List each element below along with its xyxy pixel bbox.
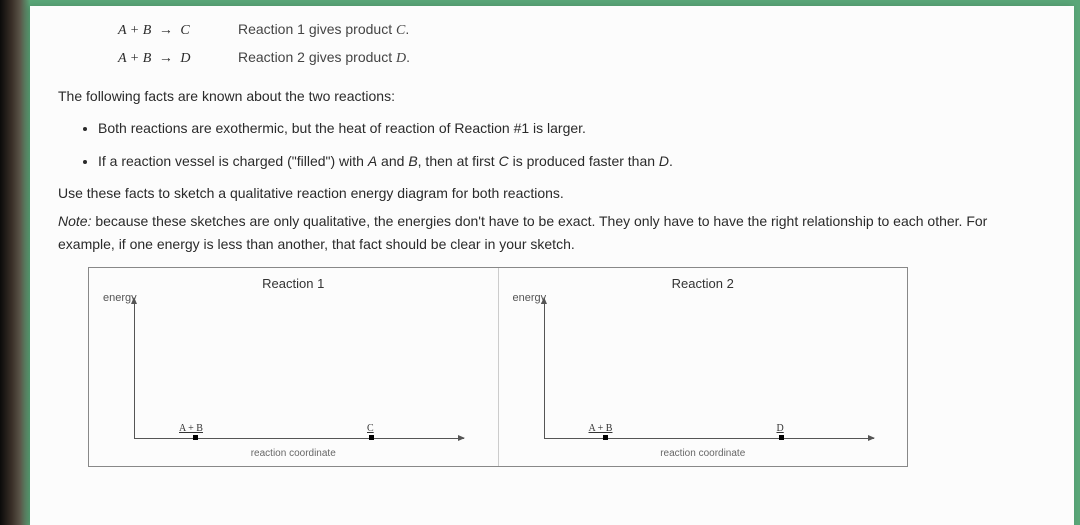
x-axis	[544, 438, 874, 439]
fact-item: Both reactions are exothermic, but the h…	[98, 117, 1046, 139]
equation-2: A + B → D	[118, 48, 238, 70]
desc-post: .	[405, 21, 409, 37]
note-body: because these sketches are only qualitat…	[58, 213, 987, 251]
y-axis	[134, 298, 135, 438]
question-page: A + B → C Reaction 1 gives product C. A …	[30, 6, 1074, 525]
instruction: Use these facts to sketch a qualitative …	[58, 182, 1046, 204]
fact-item: If a reaction vessel is charged ("filled…	[98, 150, 1046, 172]
eq-rhs: D	[180, 51, 190, 66]
x-axis-label: reaction coordinate	[660, 446, 745, 462]
reaction-2-chart[interactable]: Reaction 2 energy A + B D reaction coord…	[499, 268, 908, 466]
reactant-label: A + B	[589, 421, 613, 437]
product-point[interactable]	[779, 435, 784, 440]
eq-arrow: →	[155, 51, 177, 66]
desc-post: .	[406, 49, 410, 65]
equation-row: A + B → C Reaction 1 gives product C.	[118, 18, 1046, 42]
intro-line: The following facts are known about the …	[58, 85, 1046, 107]
desc-var: C	[396, 23, 405, 38]
eq-desc-1: Reaction 1 gives product C.	[238, 18, 409, 42]
chart-title: Reaction 2	[672, 274, 734, 295]
equation-1: A + B → C	[118, 20, 238, 42]
desc-var: D	[396, 51, 406, 66]
eq-rhs: C	[180, 23, 189, 38]
x-axis	[134, 438, 464, 439]
y-axis	[544, 298, 545, 438]
eq-lhs: A + B	[118, 51, 151, 66]
equation-row: A + B → D Reaction 2 gives product D.	[118, 46, 1046, 70]
reactant-label: A + B	[179, 421, 203, 437]
reactant-point[interactable]	[603, 435, 608, 440]
facts-list: Both reactions are exothermic, but the h…	[98, 117, 1046, 172]
product-point[interactable]	[369, 435, 374, 440]
reaction-1-chart[interactable]: Reaction 1 energy A + B C reaction coord…	[89, 268, 499, 466]
diagram-container: Reaction 1 energy A + B C reaction coord…	[88, 267, 908, 467]
equations: A + B → C Reaction 1 gives product C. A …	[118, 18, 1046, 71]
x-axis-label: reaction coordinate	[251, 446, 336, 462]
chart-title: Reaction 1	[262, 274, 324, 295]
note: Note: because these sketches are only qu…	[58, 210, 1046, 255]
note-label: Note:	[58, 213, 91, 229]
eq-lhs: A + B	[118, 23, 151, 38]
desc-pre: Reaction 1 gives product	[238, 21, 396, 37]
eq-arrow: →	[155, 23, 177, 38]
eq-desc-2: Reaction 2 gives product D.	[238, 46, 410, 70]
desc-pre: Reaction 2 gives product	[238, 49, 396, 65]
reactant-point[interactable]	[193, 435, 198, 440]
